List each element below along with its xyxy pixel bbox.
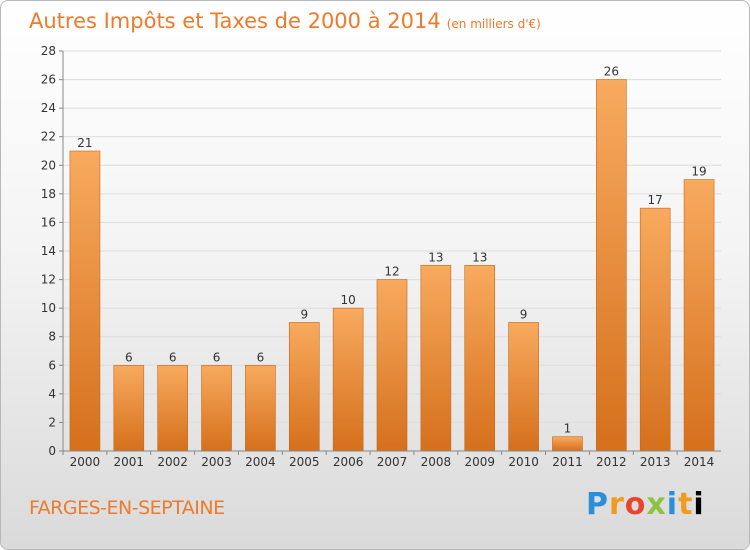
x-tick-label-2005: 2005 — [289, 455, 320, 469]
data-label-2009: 13 — [472, 250, 487, 264]
bars: 21 6 6 6 6 9 10 12 13 13 9 1 26 17 19 — [69, 65, 715, 452]
bar-2001 — [113, 364, 145, 452]
data-label-2001: 6 — [125, 350, 133, 364]
x-tick-label-2001: 2001 — [114, 455, 145, 469]
data-label-2002: 6 — [169, 350, 177, 364]
y-tick-label: 20 — [41, 158, 56, 172]
bar-2010 — [508, 322, 539, 452]
x-tick-label-2012: 2012 — [596, 455, 627, 469]
x-tick-label-2014: 2014 — [684, 455, 715, 469]
y-tick-label: 10 — [41, 301, 56, 315]
bar-2012 — [596, 79, 627, 452]
data-label-2008: 13 — [428, 250, 443, 264]
x-tick-label-2009: 2009 — [464, 455, 495, 469]
y-tick-label: 2 — [48, 415, 56, 429]
x-tick-label-2002: 2002 — [157, 455, 188, 469]
data-label-2010: 9 — [520, 307, 528, 321]
axes — [62, 51, 721, 452]
data-label-2007: 12 — [384, 265, 399, 279]
chart-title-text: Autres Impôts et Taxes de 2000 à 2014 — [29, 9, 441, 33]
data-label-2014: 19 — [691, 165, 706, 179]
data-label-2013: 17 — [648, 193, 663, 207]
bar-2004 — [245, 364, 276, 452]
y-tick-label: 18 — [41, 187, 56, 201]
chart-unit: (en milliers d'€) — [446, 17, 541, 31]
bar-2002 — [157, 364, 188, 452]
data-label-2012: 26 — [604, 65, 619, 79]
bar-2014 — [683, 179, 715, 452]
bar-2011 — [552, 436, 583, 452]
y-tick-label: 12 — [41, 273, 56, 287]
y-tick-label: 16 — [41, 215, 56, 229]
y-tick-label: 14 — [41, 244, 56, 258]
x-axis-ticks: 2000 2001 2002 2003 2004 2005 2006 2007 2008 2009… — [62, 451, 715, 469]
x-tick-label-2003: 2003 — [201, 455, 232, 469]
bar-2006 — [332, 307, 364, 452]
commune-name: FARGES-EN-SEPTAINE — [29, 497, 225, 519]
y-tick-label: 26 — [41, 73, 56, 87]
data-label-2003: 6 — [213, 350, 221, 364]
y-tick-label: 22 — [41, 130, 56, 144]
y-tick-label: 4 — [48, 387, 56, 401]
bar-2013 — [639, 207, 671, 452]
x-tick-label-2000: 2000 — [70, 455, 101, 469]
y-tick-label: 24 — [41, 101, 56, 115]
bar-2007 — [376, 279, 408, 452]
x-tick-label-2006: 2006 — [333, 455, 364, 469]
x-tick-label-2013: 2013 — [640, 455, 671, 469]
chart-title: Autres Impôts et Taxes de 2000 à 2014 (en… — [29, 9, 541, 33]
bar-2005 — [288, 322, 320, 452]
x-tick-label-2011: 2011 — [552, 455, 583, 469]
data-label-2011: 1 — [564, 422, 572, 436]
data-label-2000: 21 — [77, 136, 92, 150]
data-label-2006: 10 — [340, 293, 355, 307]
y-tick-label: 0 — [48, 444, 56, 458]
data-label-2004: 6 — [257, 350, 265, 364]
bar-2003 — [201, 364, 232, 452]
bar-2000 — [69, 150, 101, 452]
bar-2008 — [420, 264, 452, 452]
x-tick-label-2007: 2007 — [377, 455, 408, 469]
x-tick-label-2004: 2004 — [245, 455, 276, 469]
proxiti-logo: Proxiti — [586, 487, 705, 522]
bar-2009 — [464, 264, 496, 452]
data-label-2005: 9 — [300, 307, 308, 321]
y-tick-label: 6 — [48, 358, 56, 372]
y-tick-label: 28 — [41, 44, 56, 58]
x-tick-label-2010: 2010 — [508, 455, 539, 469]
x-tick-label-2008: 2008 — [421, 455, 452, 469]
y-tick-label: 8 — [48, 330, 56, 344]
